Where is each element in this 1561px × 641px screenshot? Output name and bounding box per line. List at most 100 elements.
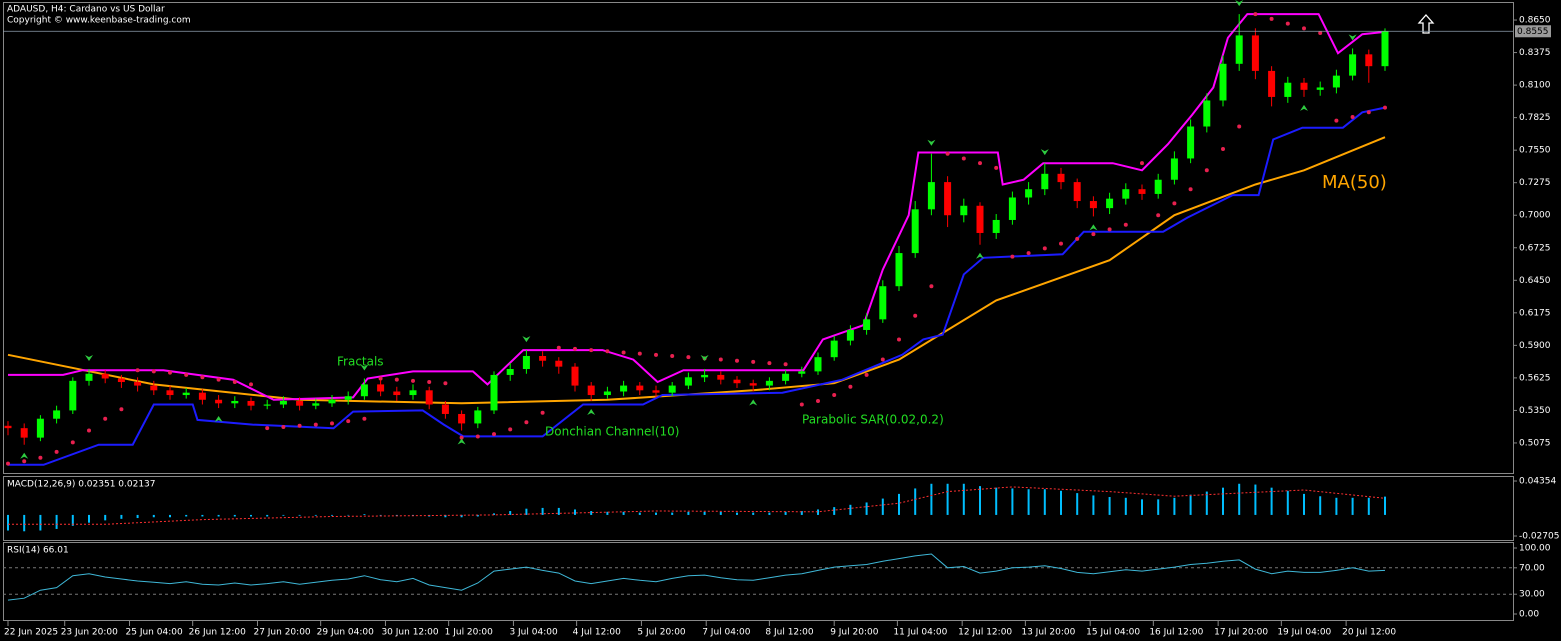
- candle-body: [539, 356, 547, 361]
- y-tick-label: 0.5625: [1519, 373, 1551, 383]
- candle-body: [490, 374, 498, 411]
- sar-dot: [994, 165, 999, 170]
- candle-body: [296, 400, 304, 406]
- sar-dot: [1383, 105, 1387, 110]
- sar-dot: [168, 370, 172, 375]
- y-tick-label: 0.5900: [1519, 341, 1551, 351]
- sar-dot: [945, 151, 950, 156]
- sar-dot: [540, 410, 545, 415]
- current-price-label: 0.8555: [1517, 27, 1549, 37]
- sar-dot: [508, 427, 513, 432]
- sar-dot: [816, 398, 820, 403]
- candle-body: [231, 400, 239, 404]
- sar-dot: [589, 348, 594, 353]
- y-tick-label: 0.6175: [1519, 308, 1551, 318]
- candle-body: [360, 384, 368, 397]
- candle-body: [247, 400, 255, 406]
- candle-body: [150, 385, 158, 391]
- sar-dot: [1140, 161, 1144, 166]
- candle-body: [1251, 35, 1259, 71]
- candle-body: [717, 374, 725, 380]
- macd-bar: [120, 514, 123, 519]
- sar-dot: [297, 423, 302, 428]
- candle-body: [1284, 82, 1292, 97]
- sar-dot: [87, 428, 91, 433]
- macd-bar: [476, 514, 479, 517]
- fractal-arrow: [85, 355, 93, 362]
- fractal-arrow: [587, 408, 596, 415]
- sar-dot: [492, 432, 496, 437]
- candle-body: [117, 378, 125, 383]
- candle-body: [863, 319, 871, 330]
- macd-bar: [1351, 497, 1354, 515]
- x-tick-label: 30 Jun 12:00: [381, 628, 438, 638]
- candle-body: [1170, 158, 1178, 180]
- donchian-lower: [8, 106, 1386, 466]
- sar-dot: [751, 359, 756, 364]
- sar-dot: [978, 161, 982, 166]
- sar-dot: [475, 434, 480, 439]
- macd-bar: [849, 504, 852, 515]
- sar-dot: [654, 352, 658, 357]
- sar-dot: [1221, 146, 1225, 151]
- y-tick-label: 30.00: [1519, 590, 1545, 600]
- sar-dot: [313, 422, 318, 427]
- sar-dot: [54, 449, 59, 454]
- x-tick-label: 7 Jul 04:00: [702, 628, 751, 638]
- x-tick-label: 22 Jun 2025: [4, 628, 58, 638]
- candle-body: [846, 329, 854, 341]
- macd-bar: [1238, 483, 1241, 515]
- sar-dot: [362, 416, 367, 421]
- y-tick-label: 0.8650: [1519, 16, 1551, 26]
- rsi-panel-border: [3, 542, 1514, 621]
- sar-dot: [427, 380, 432, 385]
- candle-body: [1008, 197, 1016, 220]
- x-tick-label: 29 Jun 04:00: [317, 628, 374, 638]
- x-tick-label: 16 Jul 12:00: [1149, 628, 1203, 638]
- sar-dot: [1026, 251, 1031, 256]
- candle-body: [1300, 82, 1308, 90]
- macd-bar: [39, 514, 42, 531]
- macd-bar: [509, 511, 512, 515]
- sar-dot: [767, 361, 772, 366]
- y-tick-label: 0.6450: [1519, 276, 1551, 286]
- candle-body: [215, 399, 223, 404]
- x-tick-label: 9 Jul 20:00: [830, 628, 879, 638]
- macd-bar: [331, 514, 333, 516]
- macd-bar: [833, 507, 836, 515]
- sar-dot: [151, 369, 156, 374]
- macd-bar: [898, 493, 900, 515]
- sar-dot: [848, 384, 853, 389]
- macd-bar: [152, 514, 155, 518]
- macd-bar: [88, 514, 90, 523]
- candle-body: [1365, 54, 1373, 67]
- macd-bar: [460, 514, 463, 518]
- main-panel-border: [3, 2, 1514, 474]
- candle-body: [895, 253, 903, 287]
- candle-body: [911, 209, 919, 254]
- candle-body: [992, 219, 1000, 233]
- copyright: Copyright © www.keenbase-trading.com: [7, 16, 191, 26]
- macd-bar: [1189, 494, 1192, 515]
- macd-signal: [8, 486, 1386, 525]
- candle-body: [960, 205, 968, 216]
- macd-bar: [1060, 490, 1062, 515]
- macd-bar: [930, 483, 933, 515]
- macd-bar: [703, 511, 706, 515]
- fractal-arrow: [749, 399, 758, 406]
- macd-bar: [1141, 499, 1143, 515]
- sar-dot: [1204, 168, 1209, 173]
- candle-body: [571, 366, 579, 386]
- x-tick-label: 11 Jul 04:00: [893, 628, 947, 638]
- candle-body: [765, 380, 773, 386]
- macd-bar: [55, 514, 58, 529]
- candle-body: [328, 399, 336, 404]
- macd-bar: [1173, 497, 1176, 515]
- sar-dot: [1172, 201, 1177, 206]
- macd-bar: [1076, 493, 1079, 515]
- macd-bar: [914, 488, 917, 515]
- candle-body: [1332, 75, 1340, 88]
- sar-dot: [1123, 222, 1128, 227]
- macd-bar: [784, 511, 787, 515]
